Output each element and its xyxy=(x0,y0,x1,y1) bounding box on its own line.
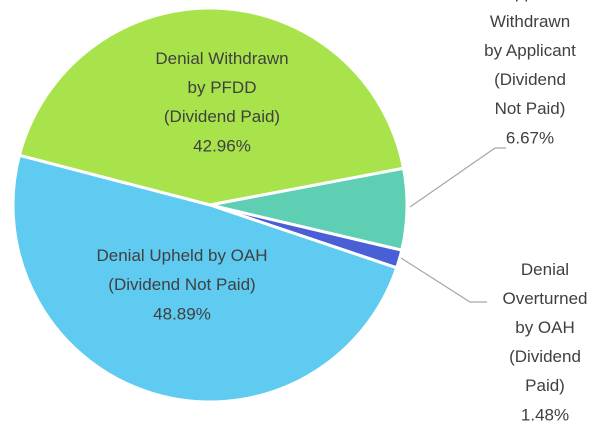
label-line: Withdrawn xyxy=(490,12,570,31)
value-label: 42.96% xyxy=(193,136,251,155)
value-label: 48.89% xyxy=(153,304,211,323)
label-line: Denial Upheld by OAH xyxy=(96,246,267,265)
label-line: Denial Withdrawn xyxy=(155,49,288,68)
pie-slice xyxy=(11,153,399,404)
label-line: Not Paid) xyxy=(495,99,566,118)
label-line: by Applicant xyxy=(484,41,576,60)
label-line: (Dividend Paid) xyxy=(164,107,280,126)
label-line: by PFDD xyxy=(188,78,257,97)
leader-line xyxy=(400,257,487,303)
slice-label: Denial Withdrawn by PFDD (Dividend Paid) xyxy=(155,49,288,126)
label-line: (Dividend Not Paid) xyxy=(108,275,255,294)
value-label: 6.67% xyxy=(506,128,554,147)
label-line: by OAH xyxy=(515,318,575,337)
label-line: Overturned xyxy=(502,289,587,308)
label-line: Appeal xyxy=(504,0,557,2)
slice-label: Appeal Withdrawn by Applicant (Dividend Not … xyxy=(484,0,576,118)
label-line: (Dividend xyxy=(509,347,581,366)
slice-label: Denial Upheld by OAH (Dividend Not Paid) xyxy=(96,246,267,294)
pie-slice xyxy=(17,6,406,207)
label-line: Paid) xyxy=(525,376,565,395)
label-line: (Dividend xyxy=(494,70,566,89)
leader-line xyxy=(409,147,506,208)
slice-label: Denial Overturned by OAH (Dividend Paid) xyxy=(502,260,587,395)
value-label: 1.48% xyxy=(521,405,569,424)
label-line: Denial xyxy=(521,260,569,279)
